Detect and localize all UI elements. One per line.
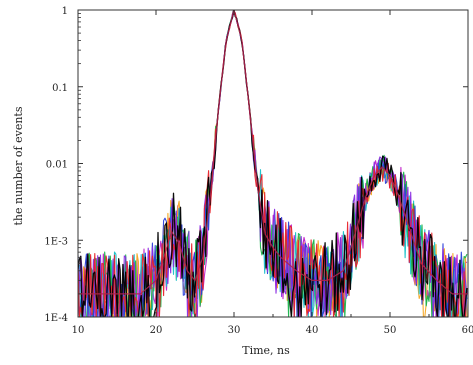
y-tick-label: 0.1 <box>52 83 68 94</box>
y-axis-label: the number of events <box>12 106 25 225</box>
y-tick-label: 1E-3 <box>44 236 68 247</box>
series-group <box>78 10 468 317</box>
y-tick-label: 0.01 <box>46 160 68 171</box>
x-tick-label: 20 <box>150 325 163 336</box>
x-tick-label: 60 <box>462 325 473 336</box>
axes: 10 20 30 40 50 60 1E-4 1E-3 0.01 0.1 1 <box>44 6 473 336</box>
plot-area <box>78 10 468 317</box>
series-line-0 <box>78 10 468 317</box>
series-main-line <box>78 10 468 295</box>
x-tick-label: 30 <box>228 325 241 336</box>
x-tick-label: 50 <box>384 325 397 336</box>
x-tick-label: 40 <box>306 325 319 336</box>
y-tick-label: 1E-4 <box>44 313 68 324</box>
series-line-7 <box>78 10 468 317</box>
y-tick-label: 1 <box>62 6 68 17</box>
x-axis-label: Time, ns <box>242 344 290 357</box>
x-tick-label: 10 <box>72 325 85 336</box>
